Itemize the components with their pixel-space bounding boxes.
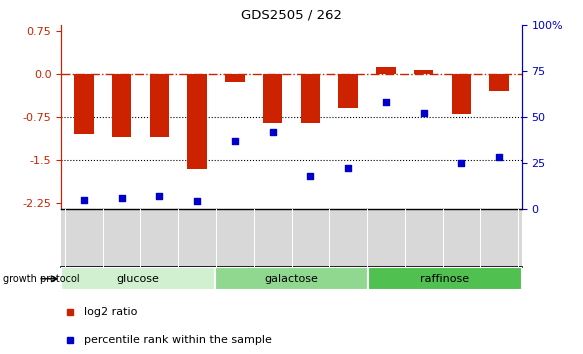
Text: galactose: galactose	[265, 274, 318, 284]
Text: raffinose: raffinose	[420, 274, 469, 284]
Bar	[74, 74, 94, 134]
Text: growth protocol: growth protocol	[3, 274, 79, 284]
Point	[419, 110, 429, 116]
Bar	[414, 70, 433, 74]
Bar	[489, 74, 509, 91]
Point	[381, 99, 391, 105]
Point	[305, 173, 315, 178]
Point	[230, 138, 240, 144]
Point	[268, 129, 278, 135]
Text: glucose: glucose	[117, 274, 159, 284]
Text: log2 ratio: log2 ratio	[84, 307, 138, 317]
Text: percentile rank within the sample: percentile rank within the sample	[84, 335, 272, 345]
Point	[117, 195, 127, 201]
Text: GDS2505 / 262: GDS2505 / 262	[241, 9, 342, 22]
Point	[343, 166, 353, 171]
Bar	[61, 267, 215, 290]
Bar	[376, 67, 396, 74]
Bar	[215, 267, 368, 290]
Bar	[112, 74, 131, 137]
Bar	[301, 74, 320, 122]
Point	[79, 197, 89, 202]
Bar	[263, 74, 282, 122]
Bar	[368, 267, 522, 290]
Point	[456, 160, 466, 166]
Point	[154, 193, 164, 199]
Point	[192, 199, 202, 204]
Bar	[452, 74, 471, 114]
Bar	[338, 74, 358, 108]
Bar	[225, 74, 245, 82]
Point	[494, 154, 504, 160]
Bar	[187, 74, 207, 169]
Bar	[150, 74, 169, 137]
